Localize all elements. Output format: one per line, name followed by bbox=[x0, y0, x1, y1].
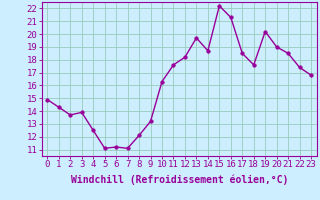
X-axis label: Windchill (Refroidissement éolien,°C): Windchill (Refroidissement éolien,°C) bbox=[70, 175, 288, 185]
